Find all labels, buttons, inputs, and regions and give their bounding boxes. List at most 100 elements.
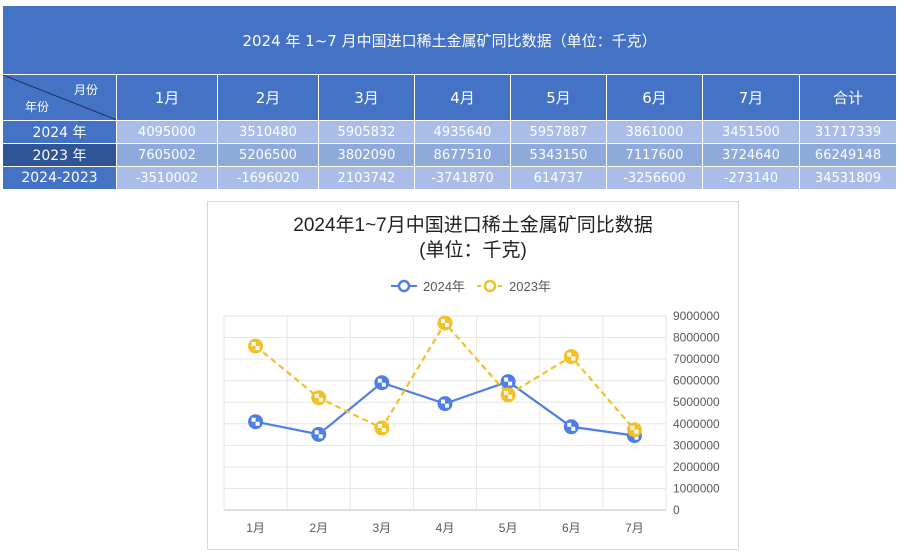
marker-check-square — [445, 322, 449, 327]
data-point — [311, 390, 327, 406]
table-cell: 2103742 — [318, 166, 415, 190]
table-cell: -3256600 — [606, 166, 703, 190]
data-point-marker — [248, 338, 264, 354]
marker-check-square — [441, 318, 445, 323]
data-point — [248, 338, 264, 354]
marker-check-square — [381, 382, 386, 387]
marker-check-square — [567, 422, 572, 427]
marker-check-square — [508, 394, 513, 399]
marker-check-square — [251, 342, 256, 347]
marker-check-square — [567, 352, 572, 357]
table-cell: -3741870 — [414, 166, 511, 190]
chart-canvas: 2024年1~7月中国进口稀土金属矿同比数据 (单位：千克) 2024年 2023… — [223, 214, 720, 535]
column-header: 3月 — [318, 74, 415, 121]
table-cell: 3724640 — [702, 143, 800, 167]
table-cell: 66249148 — [798, 143, 898, 167]
marker-check-square — [504, 377, 509, 382]
table-cell: 7117600 — [606, 143, 703, 167]
chart-series — [248, 315, 642, 444]
chart-subtitle: (单位：千克) — [419, 239, 527, 261]
x-tick-label: 3月 — [373, 521, 392, 535]
data-point — [500, 387, 516, 403]
data-point — [626, 422, 642, 438]
column-header: 1月 — [116, 74, 218, 121]
marker-check-square — [318, 397, 323, 402]
chart-grid — [223, 315, 667, 511]
legend-marker — [397, 279, 411, 293]
table-cell: -273140 — [702, 166, 800, 190]
data-point — [374, 375, 390, 391]
column-header: 7月 — [702, 74, 800, 121]
chart-title: 2024年1~7月中国进口稀土金属矿同比数据 — [293, 214, 653, 236]
table-cell: 5343150 — [510, 143, 607, 167]
y-tick-label: 3000000 — [673, 438, 720, 452]
x-tick-label: 2月 — [309, 521, 328, 535]
chart-legend: 2024年 2023年 — [391, 279, 551, 294]
column-header: 6月 — [606, 74, 703, 121]
series-2 — [248, 315, 642, 438]
marker-check-square — [508, 381, 513, 386]
table-cell: 31717339 — [798, 120, 898, 144]
y-tick-label: 2000000 — [673, 460, 720, 474]
marker-check-square — [381, 428, 386, 433]
table-cell: 7605002 — [116, 143, 218, 167]
legend-label: 2023年 — [509, 279, 551, 294]
marker-check-square — [634, 429, 639, 434]
legend-item: 2023年 — [477, 279, 551, 294]
y-tick-label: 7000000 — [673, 352, 720, 366]
legend-label: 2024年 — [423, 279, 465, 294]
corner-diagonal-line — [3, 75, 116, 120]
marker-check-square — [571, 356, 576, 361]
column-header: 2月 — [217, 74, 319, 121]
y-axis: 0 1000000 2000000 3000000 4000000 5000000 6000… — [673, 309, 720, 517]
x-axis: 1月 2月 3月 4月 5月 6月 7月 — [246, 521, 644, 535]
data-point — [437, 396, 453, 412]
marker-check-square — [318, 434, 323, 439]
x-tick-label: 6月 — [562, 521, 581, 535]
marker-check-square — [630, 425, 635, 430]
y-tick-label: 1000000 — [673, 481, 720, 495]
marker-check-square — [255, 346, 260, 351]
line-chart: 2024年1~7月中国进口稀土金属矿同比数据 (单位：千克) 2024年 2023… — [207, 201, 739, 550]
x-tick-label: 1月 — [246, 521, 265, 535]
row-header: 2023 年 — [2, 143, 117, 167]
table-row: 2024 年 4095000 3510480 5905832 4935640 595788… — [2, 120, 898, 144]
marker-check-square — [504, 390, 509, 395]
marker-check-square — [377, 378, 382, 383]
table-cell: 3802090 — [318, 143, 415, 167]
corner-year-label: 年份 — [25, 100, 50, 114]
column-header: 合计 — [798, 74, 898, 121]
y-tick-label: 4000000 — [673, 417, 720, 431]
table-cell: 8677510 — [414, 143, 511, 167]
table-cell: 5905832 — [318, 120, 415, 144]
marker-check-square — [445, 403, 449, 408]
row-header: 2024-2023 — [2, 166, 117, 190]
table-cell: 34531809 — [798, 166, 898, 190]
marker-check-square — [314, 430, 319, 435]
legend-marker — [483, 279, 497, 293]
table-row: 2024-2023 -3510002 -1696020 2103742 -3741870… — [2, 166, 898, 190]
x-tick-label: 7月 — [625, 521, 644, 535]
column-header: 4月 — [414, 74, 511, 121]
marker-check-square — [634, 435, 639, 440]
x-tick-label: 4月 — [436, 521, 455, 535]
table-cell: 4935640 — [414, 120, 511, 144]
y-tick-label: 0 — [673, 503, 680, 517]
data-point-marker — [248, 414, 264, 430]
table-corner-header: 月份 年份 — [2, 74, 117, 121]
x-tick-label: 5月 — [499, 521, 518, 535]
y-tick-label: 9000000 — [673, 309, 720, 323]
marker-check-square — [314, 393, 319, 398]
table-cell: 5206500 — [217, 143, 319, 167]
corner-month-label: 月份 — [73, 83, 98, 97]
table-cell: -1696020 — [217, 166, 319, 190]
table-cell: -3510002 — [116, 166, 218, 190]
table-title: 2024 年 1~7 月中国进口稀土金属矿同比数据（单位：千克） — [1, 5, 898, 75]
data-point — [437, 315, 453, 331]
table-cell: 3451500 — [702, 120, 800, 144]
row-header: 2024 年 — [2, 120, 117, 144]
marker-check-square — [377, 424, 382, 429]
series-1 — [248, 374, 642, 444]
data-point — [248, 414, 264, 430]
column-header: 5月 — [510, 74, 607, 121]
